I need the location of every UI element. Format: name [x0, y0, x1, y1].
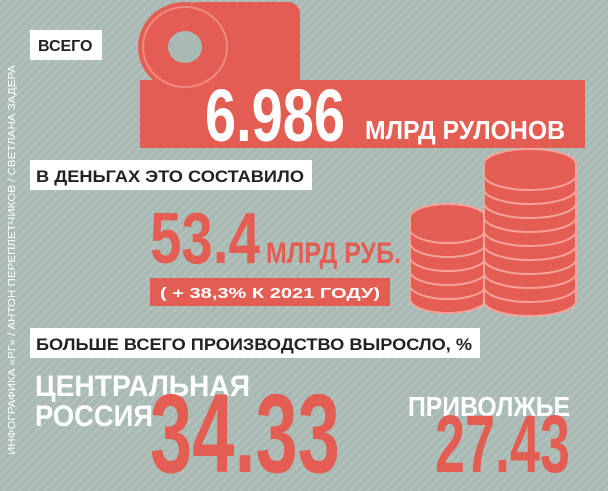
region-value: 27.43 — [435, 399, 570, 490]
coin — [409, 203, 487, 244]
credit: ИНФОГРАФИКА «РГ» / АНТОН ПЕРЕПЛЕТЧИКОВ /… — [7, 65, 18, 455]
region-value: 34.33 — [150, 371, 340, 491]
change-box — [150, 278, 390, 306]
money-unit: МЛРД РУБ. — [266, 237, 401, 270]
growth-label: БОЛЬШЕ ВСЕГО ПРОИЗВОДСТВО ВЫРОСЛО, % — [36, 335, 472, 354]
region-name: ЦЕНТРАЛЬНАЯ — [35, 370, 250, 403]
money-label: В ДЕНЬГАХ ЭТО СОСТАВИЛО — [36, 167, 304, 186]
total-label: ВСЕГО — [38, 38, 92, 55]
label-box — [30, 328, 480, 358]
money-value: 53.4 — [150, 199, 260, 279]
total-unit: МЛРД РУЛОНОВ — [365, 115, 565, 145]
roll-icon — [138, 2, 585, 148]
region-name: ПРИВОЛЖЬЕ — [408, 391, 570, 422]
label-box — [30, 160, 312, 190]
total-value: 6.986 — [205, 74, 345, 157]
region-name: РОССИЯ — [35, 400, 153, 433]
money-change: ( + 38,3% К 2021 ГОДУ) — [160, 285, 380, 302]
label-box — [30, 30, 102, 60]
coin — [483, 148, 577, 191]
coins-icon — [409, 148, 577, 317]
